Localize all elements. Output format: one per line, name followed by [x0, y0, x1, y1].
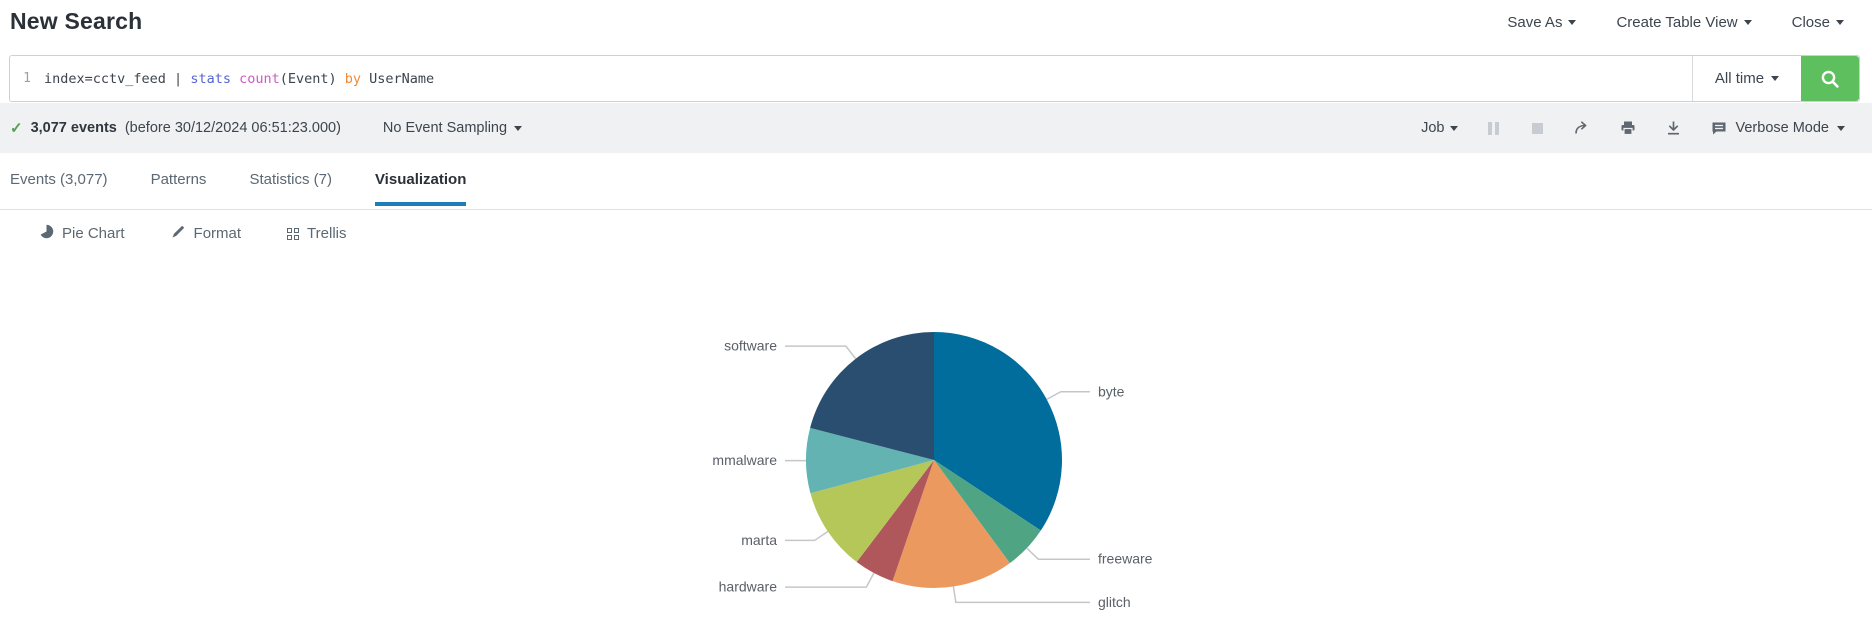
event-sampling-dropdown[interactable]: No Event Sampling: [383, 120, 522, 136]
tab-events[interactable]: Events (3,077): [10, 171, 108, 209]
chevron-down-icon: [514, 126, 522, 131]
header-actions: Save As Create Table View Close: [1507, 8, 1844, 31]
tab-patterns[interactable]: Patterns: [151, 171, 207, 209]
pie-label-mmalware: mmalware: [712, 452, 777, 468]
chevron-down-icon: [1771, 76, 1779, 81]
magnifier-icon: [1819, 68, 1841, 90]
result-summary: ✓ 3,077 events (before 30/12/2024 06:51:…: [10, 119, 522, 137]
query-line-number: 1: [10, 56, 44, 101]
time-range-label: All time: [1715, 70, 1764, 87]
header-action-button[interactable]: Close: [1792, 14, 1844, 31]
search-mode-label: Verbose Mode: [1735, 120, 1829, 136]
pie-label-byte: byte: [1098, 383, 1125, 399]
job-dropdown[interactable]: Job: [1421, 120, 1458, 136]
query-token-plain: (Event): [280, 71, 345, 87]
pie-chart-button[interactable]: Pie Chart: [39, 224, 125, 243]
pie-label-marta: marta: [741, 532, 777, 548]
tab-statistics[interactable]: Statistics (7): [249, 171, 332, 209]
search-button[interactable]: [1801, 56, 1859, 101]
share-icon[interactable]: [1573, 120, 1590, 136]
pie-label-software: software: [724, 338, 777, 354]
pie-label-hardware: hardware: [719, 579, 778, 595]
job-controls: Job: [1421, 120, 1845, 136]
query-token-command: stats: [190, 71, 231, 87]
search-bar: 1 index=cctv_feed | stats count(Event) b…: [9, 55, 1860, 102]
chevron-down-icon: [1568, 20, 1576, 25]
viz-tool-label: Format: [194, 225, 242, 242]
page-title: New Search: [10, 8, 142, 35]
pie-label-glitch: glitch: [1098, 594, 1131, 610]
download-icon[interactable]: [1666, 120, 1681, 136]
app-header: New Search Save As Create Table View Clo…: [0, 0, 1872, 47]
chevron-down-icon: [1836, 20, 1844, 25]
chevron-down-icon: [1744, 20, 1752, 25]
query-token-plain: UserName: [361, 71, 434, 87]
leader-line: [1027, 548, 1090, 559]
event-sampling-label: No Event Sampling: [383, 120, 507, 136]
tab-visualization[interactable]: Visualization: [375, 171, 466, 209]
trellis-button[interactable]: Trellis: [287, 224, 346, 243]
viz-tool-label: Pie Chart: [62, 225, 125, 242]
leader-line: [1047, 392, 1090, 400]
search-mode-dropdown[interactable]: Verbose Mode: [1711, 120, 1845, 136]
viz-tool-label: Trellis: [307, 225, 346, 242]
chevron-down-icon: [1450, 126, 1458, 131]
pie-chart-icon: [39, 224, 54, 243]
time-range-picker[interactable]: All time: [1692, 56, 1801, 101]
header-action-label: Create Table View: [1616, 14, 1737, 31]
viz-toolbar: Pie Chart Format Trellis: [39, 224, 347, 243]
header-action-label: Close: [1792, 14, 1830, 31]
query-token-function: count: [239, 71, 280, 87]
pencil-icon: [171, 224, 186, 243]
job-status-bar: ✓ 3,077 events (before 30/12/2024 06:51:…: [0, 103, 1872, 153]
leader-line: [785, 531, 828, 540]
leader-line: [785, 346, 856, 359]
pie-chart: byte freeware glitch hardware marta mmalware s…: [600, 285, 1320, 625]
leader-line: [785, 573, 874, 587]
header-action-button[interactable]: Save As: [1507, 14, 1576, 31]
pie-label-freeware: freeware: [1098, 551, 1153, 567]
results-tabs: Events (3,077) Patterns Statistics (7) V…: [0, 153, 1872, 210]
header-action-label: Save As: [1507, 14, 1562, 31]
leader-line: [953, 587, 1090, 603]
query-token-plain: index=cctv_feed |: [44, 71, 190, 87]
print-icon[interactable]: [1620, 120, 1636, 136]
search-query-input[interactable]: index=cctv_feed | stats count(Event) by …: [44, 56, 1692, 101]
trellis-icon: [287, 228, 299, 240]
pause-icon[interactable]: [1488, 122, 1502, 135]
check-icon: ✓: [10, 119, 23, 137]
stop-icon[interactable]: [1532, 123, 1543, 134]
job-label: Job: [1421, 120, 1444, 136]
header-action-button[interactable]: Create Table View: [1616, 14, 1751, 31]
format-button[interactable]: Format: [171, 224, 242, 243]
chevron-down-icon: [1837, 126, 1845, 131]
speech-bubble-icon: [1711, 121, 1727, 136]
event-count-detail: (before 30/12/2024 06:51:23.000): [125, 120, 341, 136]
query-token-keyword: by: [345, 71, 361, 87]
query-token-plain: [231, 71, 239, 87]
event-count: 3,077 events: [31, 120, 117, 136]
